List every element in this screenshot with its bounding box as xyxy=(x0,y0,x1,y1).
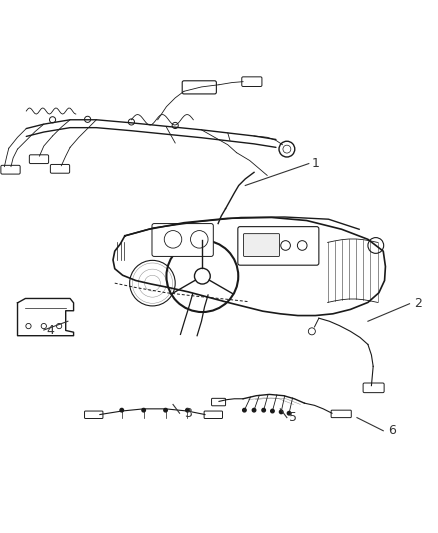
FancyBboxPatch shape xyxy=(363,383,384,393)
Circle shape xyxy=(120,408,124,412)
FancyBboxPatch shape xyxy=(50,165,70,173)
Text: 4: 4 xyxy=(46,324,54,336)
FancyBboxPatch shape xyxy=(238,227,319,265)
Circle shape xyxy=(271,409,274,413)
Circle shape xyxy=(164,408,167,412)
FancyBboxPatch shape xyxy=(1,165,20,174)
FancyBboxPatch shape xyxy=(85,411,103,418)
FancyBboxPatch shape xyxy=(152,223,213,256)
FancyBboxPatch shape xyxy=(182,81,216,94)
Circle shape xyxy=(243,408,246,412)
FancyBboxPatch shape xyxy=(331,410,351,418)
Text: 1: 1 xyxy=(311,157,319,170)
Text: 5: 5 xyxy=(290,411,297,424)
Circle shape xyxy=(262,408,265,412)
FancyBboxPatch shape xyxy=(242,77,262,86)
FancyBboxPatch shape xyxy=(204,411,223,418)
Circle shape xyxy=(279,410,283,414)
Text: 2: 2 xyxy=(414,297,422,310)
Circle shape xyxy=(287,411,291,415)
FancyBboxPatch shape xyxy=(212,398,226,406)
Text: 3: 3 xyxy=(184,407,192,419)
Circle shape xyxy=(186,408,189,412)
Text: 6: 6 xyxy=(388,424,396,437)
Circle shape xyxy=(142,408,145,412)
Circle shape xyxy=(252,408,256,412)
FancyBboxPatch shape xyxy=(244,233,279,256)
FancyBboxPatch shape xyxy=(29,155,49,164)
